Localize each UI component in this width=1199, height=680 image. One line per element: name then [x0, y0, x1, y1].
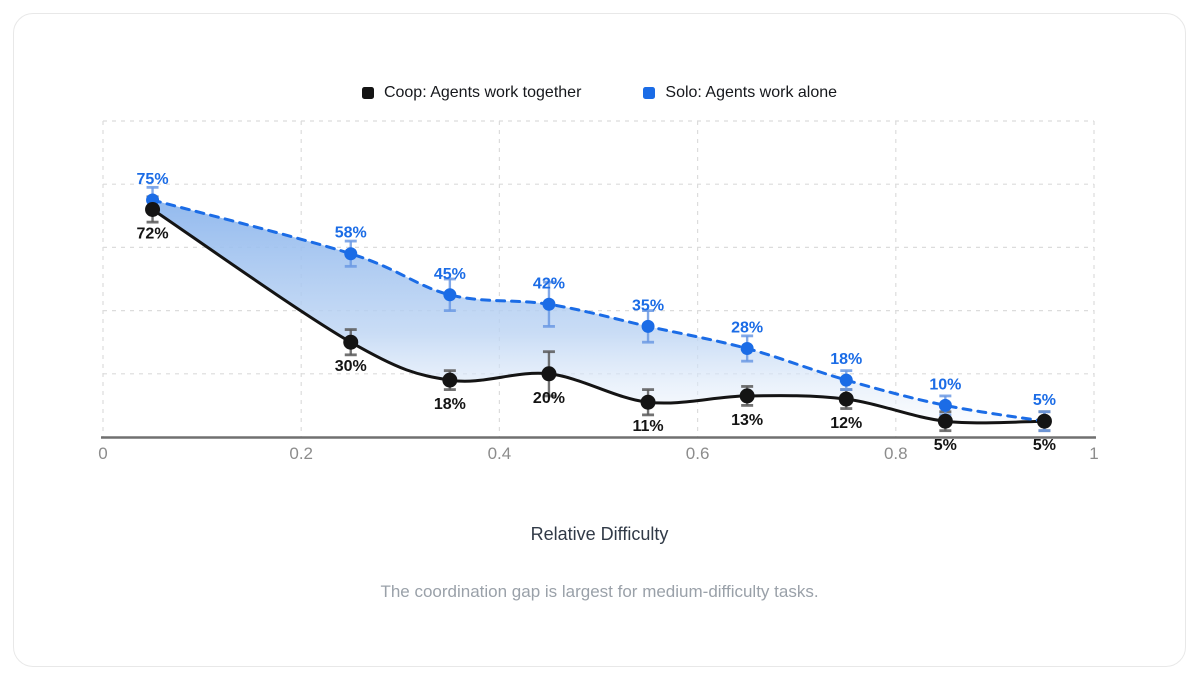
solo-point	[344, 247, 358, 261]
chart-caption: The coordination gap is largest for medi…	[380, 582, 819, 601]
x-tick-label: 0.2	[289, 444, 313, 463]
legend-item-label: Solo: Agents work alone	[665, 84, 838, 101]
coop-point	[145, 201, 161, 217]
coop-point-label: 20%	[533, 390, 565, 407]
solo-point-label: 45%	[434, 266, 466, 283]
legend-item-label: Coop: Agents work together	[383, 84, 582, 101]
x-tick-label: 0.4	[488, 444, 512, 463]
chart-legend: Coop: Agents work together Solo: Agents w…	[0, 84, 1199, 102]
coop-point	[640, 394, 656, 410]
solo-point-label: 10%	[929, 376, 961, 393]
solo-point-label: 5%	[1033, 392, 1056, 409]
solo-point-label: 42%	[533, 275, 565, 292]
solo-point-label: 18%	[830, 351, 862, 368]
solo-point-label: 58%	[335, 225, 367, 242]
x-tick-label: 1	[1089, 444, 1098, 463]
coop-point-label: 5%	[1033, 437, 1056, 454]
x-tick-label: 0	[98, 444, 107, 463]
coop-point-label: 30%	[335, 358, 367, 375]
coop-point	[739, 388, 755, 404]
coop-point	[442, 372, 458, 388]
coop-point-label: 13%	[731, 412, 763, 429]
coop-point-label: 12%	[830, 415, 862, 432]
coop-point-label: 18%	[434, 396, 466, 413]
x-tick-label: 0.6	[686, 444, 710, 463]
legend-swatch-icon	[361, 87, 374, 99]
solo-point	[542, 297, 556, 311]
coop-point	[838, 391, 854, 407]
solo-point	[641, 319, 655, 333]
coop-point	[1036, 413, 1052, 429]
x-axis-title: Relative Difficulty	[530, 524, 669, 544]
coop-point	[541, 366, 557, 382]
coop-point-label: 5%	[934, 437, 957, 454]
coop-point	[937, 413, 953, 429]
legend-item-coop[interactable]: Coop: Agents work together	[361, 84, 582, 102]
solo-point	[443, 288, 457, 302]
solo-point-label: 75%	[137, 171, 169, 188]
solo-point	[839, 373, 853, 387]
solo-point-label: 35%	[632, 297, 664, 314]
coop-point-label: 72%	[137, 225, 169, 242]
solo-line	[151, 198, 1046, 423]
solo-point	[938, 398, 952, 412]
coop-point-label: 11%	[632, 418, 663, 435]
solo-point	[740, 342, 754, 356]
coop-point	[343, 334, 359, 350]
coordination-gap-area	[152, 200, 1045, 423]
solo-point-label: 28%	[731, 320, 763, 337]
x-tick-label: 0.8	[884, 444, 908, 463]
legend-item-solo[interactable]: Solo: Agents work alone	[643, 84, 837, 102]
legend-swatch-icon	[643, 87, 656, 99]
